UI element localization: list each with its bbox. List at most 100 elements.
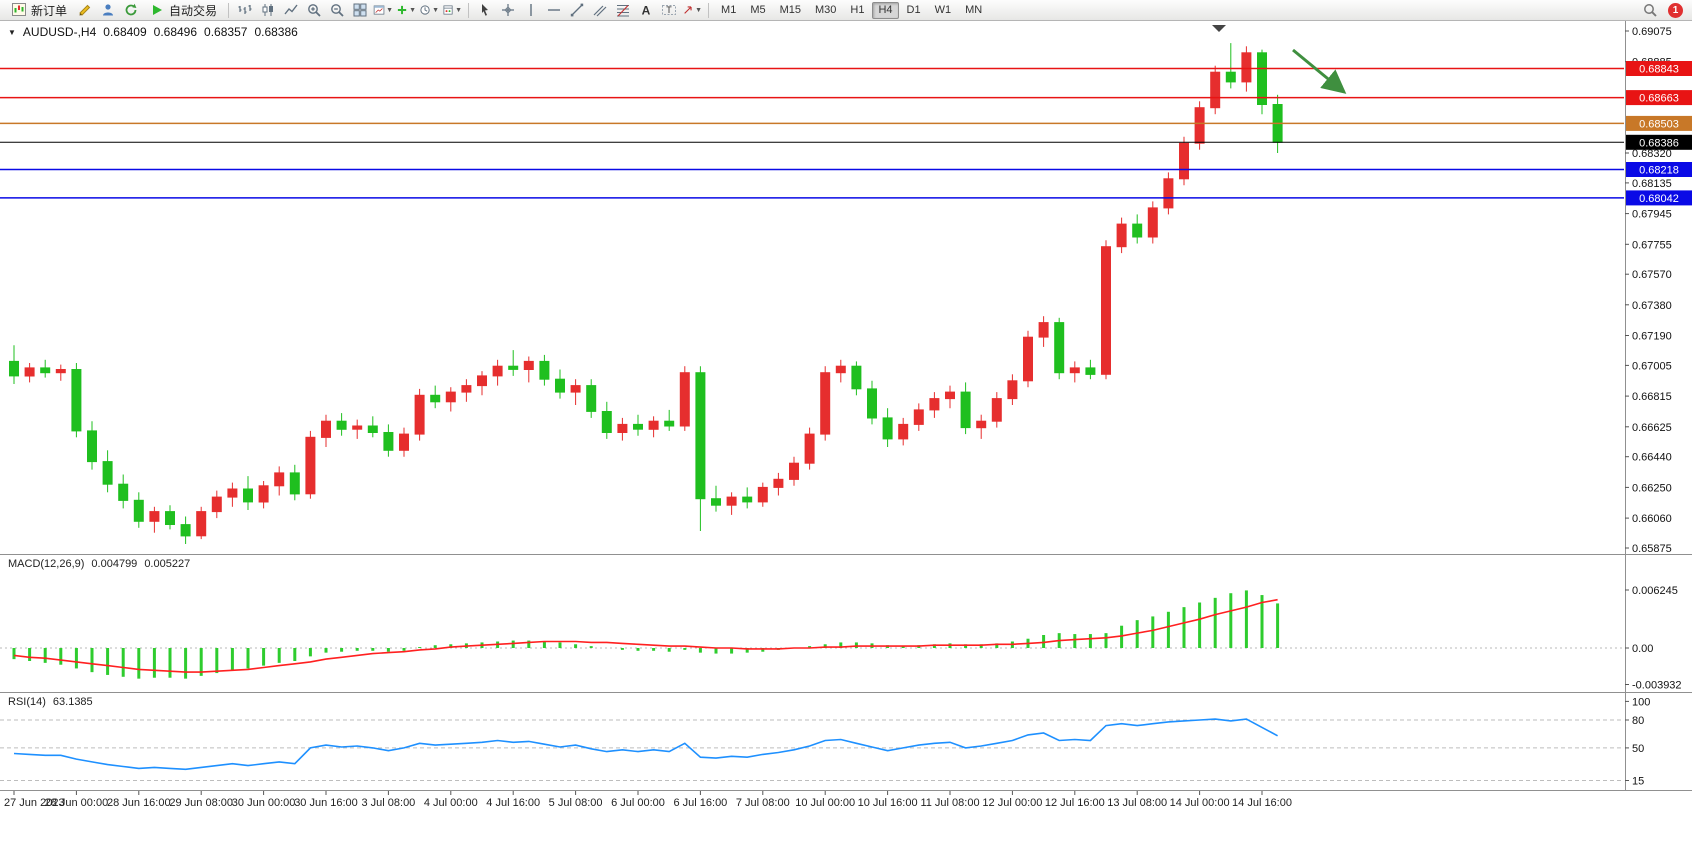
zoom-out-button[interactable] — [326, 1, 348, 19]
candle-body — [196, 511, 207, 537]
price-tick-label: 0.67190 — [1632, 331, 1672, 343]
auto-trading-label: 自动交易 — [169, 3, 218, 18]
timeframe-m5[interactable]: M5 — [744, 2, 771, 19]
templates-button[interactable]: ▼ — [441, 1, 463, 19]
candle-body — [55, 369, 66, 374]
auto-trading-button[interactable]: 自动交易 — [143, 1, 223, 19]
candle-body — [1194, 107, 1205, 144]
chart-shift-marker-icon[interactable] — [1212, 25, 1226, 32]
time-tick-label: 10 Jul 16:00 — [858, 797, 918, 809]
candle-body — [679, 372, 690, 427]
periods-button[interactable]: ▼ — [418, 1, 440, 19]
price-tick-label: 0.66625 — [1632, 422, 1672, 434]
time-tick-label: 6 Jul 16:00 — [673, 797, 727, 809]
ohlc-close: 0.68386 — [254, 25, 298, 39]
tile-windows-icon — [353, 3, 367, 17]
arrows-tool-button[interactable]: ▼ — [681, 1, 703, 19]
candlestick-chart-icon — [262, 4, 274, 16]
dropdown-caret-icon: ▼ — [455, 6, 463, 14]
metaeditor-icon — [79, 4, 91, 16]
new-order-button[interactable]: 新订单 — [5, 1, 73, 19]
macd-indicator-label: MACD(12,26,9) 0.004799 0.005227 — [8, 558, 190, 570]
metaeditor-button[interactable] — [74, 1, 96, 19]
arrows-icon — [684, 6, 692, 14]
timeframe-group: M1 M5 M15 M30 H1 H4 D1 W1 MN — [714, 1, 989, 19]
candlestick-chart-button[interactable] — [257, 1, 279, 19]
candle-body — [539, 360, 550, 380]
candle-body — [648, 420, 659, 430]
candle-body — [274, 472, 285, 487]
candle-body — [586, 385, 597, 412]
line-chart-button[interactable] — [280, 1, 302, 19]
timeframe-d1[interactable]: D1 — [901, 2, 927, 19]
candle-body — [1085, 367, 1096, 375]
candle-body — [149, 511, 160, 522]
candle-body — [1023, 336, 1033, 382]
trendline-tool-button[interactable] — [566, 1, 588, 19]
price-tick-label: 0.67005 — [1632, 360, 1672, 372]
bar-chart-button[interactable] — [234, 1, 256, 19]
candle-body — [1116, 223, 1127, 248]
candle-body — [492, 365, 503, 377]
timeframe-w1[interactable]: W1 — [929, 2, 958, 19]
candle-body — [523, 360, 534, 370]
indicators-button[interactable]: ▼ — [395, 1, 417, 19]
price-lines[interactable] — [0, 67, 1624, 199]
candle-body — [742, 496, 753, 503]
price-scale[interactable]: 0.690750.688850.683200.681350.679450.677… — [1625, 26, 1692, 788]
timeframe-h4[interactable]: H4 — [872, 1, 899, 19]
zoom-out-icon — [331, 4, 344, 17]
timeframe-m30[interactable]: M30 — [809, 2, 842, 19]
symbol-dropdown-icon[interactable]: ▼ — [8, 27, 16, 37]
fibonacci-tool-button[interactable] — [612, 1, 634, 19]
timeframe-mn[interactable]: MN — [959, 2, 988, 19]
zoom-in-button[interactable] — [303, 1, 325, 19]
time-tick-label: 14 Jul 16:00 — [1232, 797, 1292, 809]
crosshair-button[interactable] — [497, 1, 519, 19]
arrow-annotation[interactable] — [1292, 48, 1347, 94]
rsi-value: 63.1385 — [52, 696, 93, 708]
cursor-button[interactable] — [474, 1, 496, 19]
notification-badge[interactable]: 1 — [1668, 2, 1683, 18]
macd-panel — [0, 590, 1624, 679]
trendline-icon — [570, 3, 584, 17]
refresh-button[interactable] — [120, 1, 142, 19]
time-tick-label: 4 Jul 16:00 — [486, 797, 540, 809]
price-tick-label: 0.66815 — [1632, 391, 1672, 403]
chart-canvas[interactable]: 0.690750.688850.683200.681350.679450.677… — [0, 21, 1692, 849]
candle-body — [820, 372, 831, 435]
time-tick-label: 30 Jun 16:00 — [294, 797, 358, 809]
indicators-plus-icon — [397, 5, 407, 15]
candle-body — [508, 365, 519, 370]
candle-body — [1163, 178, 1174, 209]
vertical-line-tool-button[interactable] — [520, 1, 542, 19]
ohlc-low: 0.68357 — [204, 25, 248, 39]
time-tick-label: 11 Jul 08:00 — [920, 797, 979, 809]
search-button[interactable] — [1639, 1, 1661, 19]
tile-windows-button[interactable] — [349, 1, 371, 19]
candle-body — [711, 498, 721, 506]
candle-body — [601, 411, 612, 433]
label-tool-button[interactable]: T — [658, 1, 680, 19]
market-button[interactable] — [97, 1, 119, 19]
candle-body — [445, 391, 456, 403]
horizontal-line-tool-button[interactable] — [543, 1, 565, 19]
candle-body — [367, 425, 378, 433]
price-tick-label: 0.67755 — [1632, 239, 1672, 251]
time-tick-label: 7 Jul 08:00 — [736, 797, 790, 809]
candle-body — [430, 394, 441, 403]
candle-body — [835, 365, 846, 374]
channel-tool-button[interactable] — [589, 1, 611, 19]
candle-body — [976, 420, 987, 429]
timeframe-m15[interactable]: M15 — [774, 2, 807, 19]
new-chart-button[interactable]: ▼ — [372, 1, 394, 19]
chart-area[interactable]: 0.690750.688850.683200.681350.679450.677… — [0, 21, 1692, 849]
text-tool-button[interactable]: A — [635, 1, 657, 19]
rsi-axis-label: 15 — [1632, 776, 1644, 788]
price-badge — [1626, 162, 1692, 177]
timeframe-h1[interactable]: H1 — [844, 2, 870, 19]
time-tick-label: 12 Jul 00:00 — [982, 797, 1042, 809]
timeframe-m1[interactable]: M1 — [715, 2, 742, 19]
price-badge — [1626, 115, 1692, 131]
